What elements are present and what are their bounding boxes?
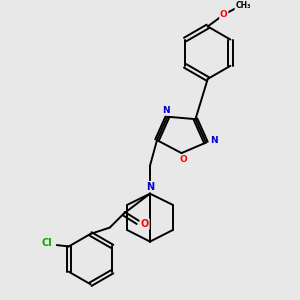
Text: O: O	[141, 219, 149, 229]
Text: CH₃: CH₃	[235, 1, 251, 10]
Text: N: N	[162, 106, 169, 115]
Text: Cl: Cl	[42, 238, 52, 248]
Text: N: N	[210, 136, 218, 145]
Text: O: O	[220, 11, 228, 20]
Text: O: O	[179, 155, 187, 164]
Text: N: N	[146, 182, 154, 192]
